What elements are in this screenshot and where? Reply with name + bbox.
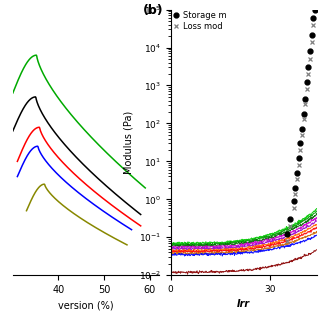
Loss mod <box>303 102 307 106</box>
Storage m <box>310 33 314 36</box>
Storage m <box>297 156 300 160</box>
Loss mod <box>307 72 310 76</box>
Storage m <box>312 16 316 20</box>
Storage m <box>298 141 302 145</box>
Storage m <box>293 186 297 190</box>
Storage m <box>292 199 295 203</box>
Storage m <box>313 8 317 12</box>
Storage m <box>285 232 289 236</box>
Legend: Storage m, Loss mod: Storage m, Loss mod <box>172 11 228 32</box>
Storage m <box>307 66 310 69</box>
Storage m <box>301 112 305 116</box>
X-axis label: version (%): version (%) <box>58 300 114 310</box>
Loss mod <box>297 163 300 167</box>
Storage m <box>288 217 292 221</box>
X-axis label: Irr: Irr <box>237 300 250 309</box>
Storage m <box>305 81 309 84</box>
Y-axis label: Modulus (Pa): Modulus (Pa) <box>123 111 133 174</box>
Loss mod <box>305 87 309 91</box>
Line: Loss mod: Loss mod <box>284 22 316 244</box>
Loss mod <box>298 148 302 152</box>
Loss mod <box>310 40 314 44</box>
Storage m <box>308 49 312 53</box>
Loss mod <box>292 206 295 210</box>
Loss mod <box>308 57 312 61</box>
Loss mod <box>301 117 305 121</box>
Text: (b): (b) <box>143 4 163 17</box>
Storage m <box>300 127 304 131</box>
Loss mod <box>293 192 297 196</box>
Storage m <box>295 171 299 175</box>
Storage m <box>303 97 307 100</box>
Loss mod <box>295 177 299 180</box>
Loss mod <box>312 23 316 27</box>
Loss mod <box>285 239 289 243</box>
Loss mod <box>288 224 292 228</box>
Loss mod <box>300 133 304 137</box>
Line: Storage m: Storage m <box>284 7 317 237</box>
